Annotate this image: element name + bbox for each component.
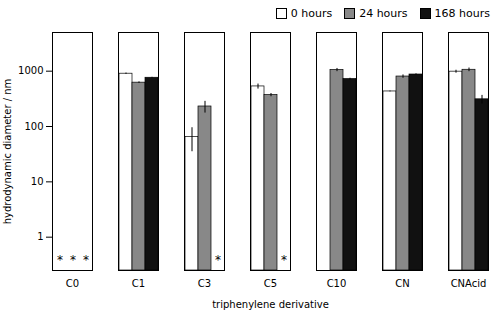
svg-text:*: * [70,253,76,267]
svg-text:CN: CN [395,278,409,289]
html-text:0 hours: 0 hours [290,6,333,20]
svg-text:*: * [281,253,287,267]
svg-text:1000: 1000 [18,65,43,76]
svg-text:hydrodynamic diameter / nm: hydrodynamic diameter / nm [2,79,13,225]
svg-text:*: * [83,253,89,267]
svg-text:*: * [215,253,221,267]
svg-text:C5: C5 [264,278,277,289]
html-text:168 hours: 168 hours [434,6,490,20]
svg-text:C0: C0 [66,278,79,289]
svg-text:1: 1 [37,231,43,242]
html-text:24 hours: 24 hours [359,6,408,20]
svg-text:C10: C10 [327,278,347,289]
svg-text:triphenylene derivative: triphenylene derivative [212,299,329,310]
svg-text:100: 100 [24,121,43,132]
svg-text:CNAcid: CNAcid [451,278,487,289]
svg-text:C1: C1 [132,278,145,289]
svg-text:C3: C3 [198,278,211,289]
svg-text:10: 10 [31,176,44,187]
svg-text:*: * [57,253,63,267]
